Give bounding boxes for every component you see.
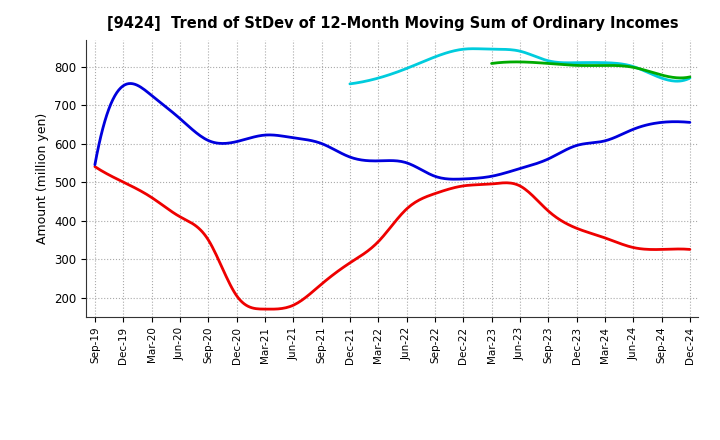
10 Years <box>609 63 618 68</box>
5 Years <box>596 139 605 144</box>
5 Years <box>634 125 642 130</box>
10 Years <box>676 75 685 81</box>
3 Years <box>266 307 274 312</box>
Line: 10 Years: 10 Years <box>492 62 690 78</box>
Title: [9424]  Trend of StDev of 12-Month Moving Sum of Ordinary Incomes: [9424] Trend of StDev of 12-Month Moving… <box>107 16 678 32</box>
7 Years <box>548 59 557 64</box>
10 Years <box>667 75 676 80</box>
3 Years <box>91 164 99 169</box>
10 Years <box>487 61 496 66</box>
7 Years <box>555 60 564 65</box>
10 Years <box>488 61 497 66</box>
7 Years <box>685 75 694 81</box>
7 Years <box>549 59 558 65</box>
3 Years <box>685 247 694 252</box>
5 Years <box>93 152 102 157</box>
5 Years <box>445 176 454 182</box>
7 Years <box>634 66 642 71</box>
10 Years <box>606 63 615 68</box>
3 Years <box>632 246 641 251</box>
7 Years <box>347 81 356 86</box>
5 Years <box>127 81 135 86</box>
7 Years <box>469 46 478 51</box>
3 Years <box>456 183 465 189</box>
Line: 3 Years: 3 Years <box>95 167 690 309</box>
10 Years <box>606 63 614 68</box>
10 Years <box>685 74 694 80</box>
Y-axis label: Amount (million yen): Amount (million yen) <box>36 113 49 244</box>
10 Years <box>655 72 664 77</box>
7 Years <box>346 81 354 87</box>
Line: 7 Years: 7 Years <box>350 49 690 84</box>
Line: 5 Years: 5 Years <box>95 84 690 179</box>
7 Years <box>655 75 664 80</box>
5 Years <box>451 176 459 182</box>
5 Years <box>447 176 456 182</box>
5 Years <box>91 162 99 167</box>
5 Years <box>459 176 467 182</box>
3 Years <box>447 186 456 191</box>
3 Years <box>594 233 603 238</box>
3 Years <box>445 187 454 192</box>
10 Years <box>512 59 521 65</box>
3 Years <box>93 165 102 171</box>
5 Years <box>685 120 694 125</box>
